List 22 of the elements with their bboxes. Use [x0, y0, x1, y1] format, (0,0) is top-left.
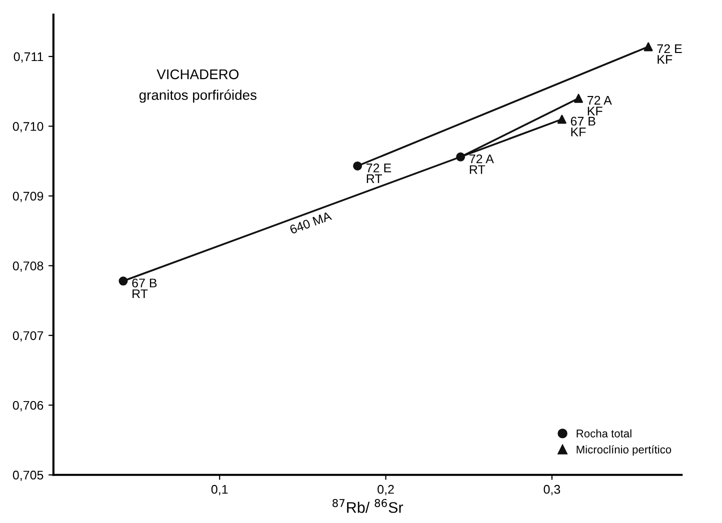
annotation: 640 MA: [289, 211, 332, 234]
y-tick-label: 0,711: [14, 52, 44, 63]
annotation: 72 E RT: [366, 164, 392, 183]
legend-label: Microclínio pertítico: [576, 445, 672, 456]
annotation: 72 A KF: [588, 96, 612, 116]
annotation: 67 B KF: [570, 116, 596, 136]
annotation: 72 E KF: [657, 44, 682, 64]
text: VICHADERO: [156, 69, 239, 80]
x-axis-title: $^{87}$Rb/ $^{86}$Sr: [332, 498, 404, 513]
legend-label: Rocha total: [576, 429, 632, 438]
annotation: 67 B RT: [132, 278, 157, 298]
y-tick-label: 0,710: [12, 122, 44, 132]
x-tick-label: 0,3: [544, 484, 560, 496]
y-tick-label: 0,706: [12, 400, 44, 412]
x-tick-label: 0,2: [378, 484, 394, 496]
x-tick-label: 0,1: [211, 484, 228, 496]
y-tick-label: 0,708: [12, 261, 44, 272]
text: granitos porfiróides: [139, 90, 256, 103]
annotation: 72 A RT: [470, 154, 494, 174]
y-tick-label: 0,709: [12, 192, 44, 202]
y-tick-label: 0,707: [12, 331, 44, 342]
y-tick-label: 0,705: [12, 470, 44, 482]
